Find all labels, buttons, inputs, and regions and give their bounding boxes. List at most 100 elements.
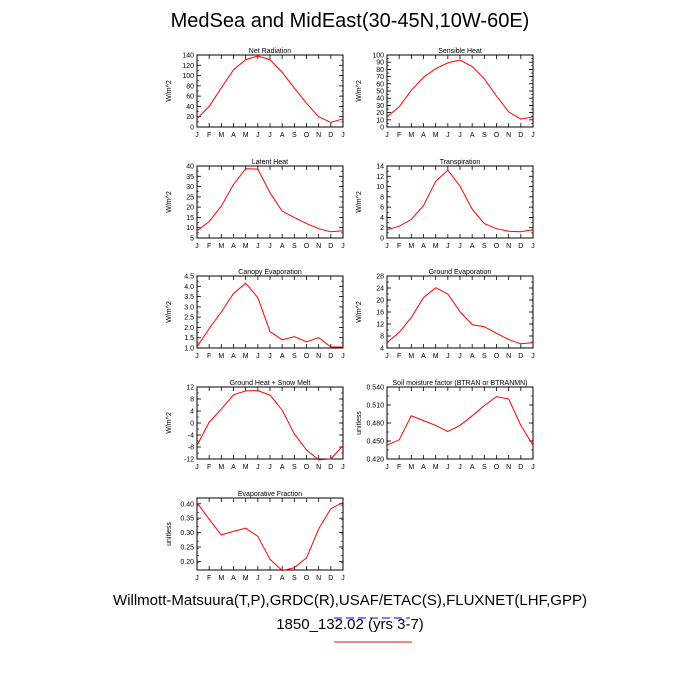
x-tick-label: J (531, 132, 535, 139)
panel-title: Evaporative Fraction (238, 491, 302, 498)
y-tick-label: 30 (376, 103, 384, 110)
y-axis-label: unitless (166, 522, 173, 546)
x-tick-label: M (243, 575, 249, 582)
x-tick-label: S (292, 132, 297, 139)
x-tick-label: J (195, 575, 199, 582)
x-tick-label: F (397, 464, 401, 471)
x-tick-label: A (470, 464, 475, 471)
series-line (386, 59, 534, 120)
x-tick-label: D (328, 575, 333, 582)
x-tick-label: D (518, 353, 523, 360)
y-tick-label: 3.0 (184, 304, 194, 311)
x-tick-label: M (218, 132, 224, 139)
x-tick-label: J (385, 243, 389, 250)
x-tick-label: N (316, 464, 321, 471)
x-tick-label: J (256, 575, 260, 582)
x-tick-label: M (218, 464, 224, 471)
y-tick-label: 10 (376, 184, 384, 191)
x-tick-label: J (341, 353, 345, 360)
x-tick-label: J (268, 575, 272, 582)
x-tick-label: N (316, 353, 321, 360)
x-tick-label: D (328, 132, 333, 139)
y-tick-label: 80 (186, 83, 194, 90)
x-tick-label: J (256, 464, 260, 471)
x-tick-label: J (256, 353, 260, 360)
x-tick-label: N (506, 132, 511, 139)
y-tick-label: 40 (186, 104, 194, 111)
y-tick-label: 4 (380, 215, 384, 222)
x-tick-label: J (385, 464, 389, 471)
y-tick-label: 0.20 (180, 559, 194, 566)
y-tick-label: 28 (376, 274, 384, 281)
x-tick-label: J (195, 132, 199, 139)
y-tick-label: 40 (186, 164, 194, 171)
x-tick-label: J (385, 353, 389, 360)
x-tick-label: F (397, 243, 401, 250)
x-tick-label: S (482, 353, 487, 360)
footer-line-2: 1850_132.02 (yrs 3-7) (276, 616, 424, 633)
y-tick-label: 0.35 (180, 516, 194, 523)
series-line (196, 502, 344, 572)
x-tick-label: S (292, 575, 297, 582)
y-tick-label: 2.5 (184, 315, 194, 322)
x-tick-label: O (494, 243, 500, 250)
x-tick-label: N (316, 243, 321, 250)
y-tick-label: 90 (376, 60, 384, 67)
y-tick-label: 0.480 (366, 421, 384, 428)
plot-frame (386, 54, 534, 128)
x-tick-label: O (304, 243, 310, 250)
x-tick-label: J (531, 243, 535, 250)
x-tick-label: O (304, 464, 310, 471)
chart-panel-8: Soil moisture factor (BTRAN or BTRANMN) u… (356, 380, 535, 471)
y-tick-label: 6 (380, 205, 384, 212)
y-tick-label: 40 (376, 96, 384, 103)
y-tick-label: 12 (186, 385, 194, 392)
y-tick-label: 50 (376, 89, 384, 96)
x-tick-label: N (506, 464, 511, 471)
x-tick-label: M (408, 243, 414, 250)
panel-title: Latent Heat (252, 159, 288, 166)
x-tick-label: D (328, 243, 333, 250)
x-tick-label: D (328, 353, 333, 360)
x-tick-label: A (280, 132, 285, 139)
x-tick-label: S (482, 243, 487, 250)
x-tick-label: J (341, 575, 345, 582)
plot-frame (196, 386, 344, 460)
y-tick-label: 12 (376, 174, 384, 181)
x-tick-label: A (421, 243, 426, 250)
y-tick-label: 140 (182, 53, 194, 60)
x-tick-label: J (268, 464, 272, 471)
x-tick-label: J (341, 132, 345, 139)
series-line (196, 55, 344, 123)
y-tick-label: 80 (376, 67, 384, 74)
x-tick-label: J (256, 243, 260, 250)
x-tick-label: J (446, 353, 450, 360)
x-tick-label: J (268, 353, 272, 360)
series-line (386, 169, 534, 233)
y-tick-label: 4 (190, 409, 194, 416)
y-tick-label: 35 (186, 174, 194, 181)
x-tick-label: M (218, 575, 224, 582)
x-tick-label: M (408, 353, 414, 360)
x-tick-label: A (280, 464, 285, 471)
y-tick-label: 15 (186, 215, 194, 222)
panel-title: Sensible Heat (438, 48, 482, 55)
x-tick-label: A (421, 132, 426, 139)
x-tick-label: F (207, 464, 211, 471)
x-tick-label: J (341, 464, 345, 471)
x-tick-label: A (231, 575, 236, 582)
series-line (196, 282, 343, 348)
y-axis-label: W/m^2 (166, 80, 173, 102)
x-tick-label: D (518, 243, 523, 250)
x-tick-label: J (195, 243, 199, 250)
x-tick-label: F (207, 132, 211, 139)
panel-title: Ground Heat + Snow Melt (230, 380, 311, 387)
y-tick-label: -4 (188, 433, 194, 440)
y-tick-label: -12 (184, 457, 194, 464)
y-tick-label: 0.25 (180, 544, 194, 551)
